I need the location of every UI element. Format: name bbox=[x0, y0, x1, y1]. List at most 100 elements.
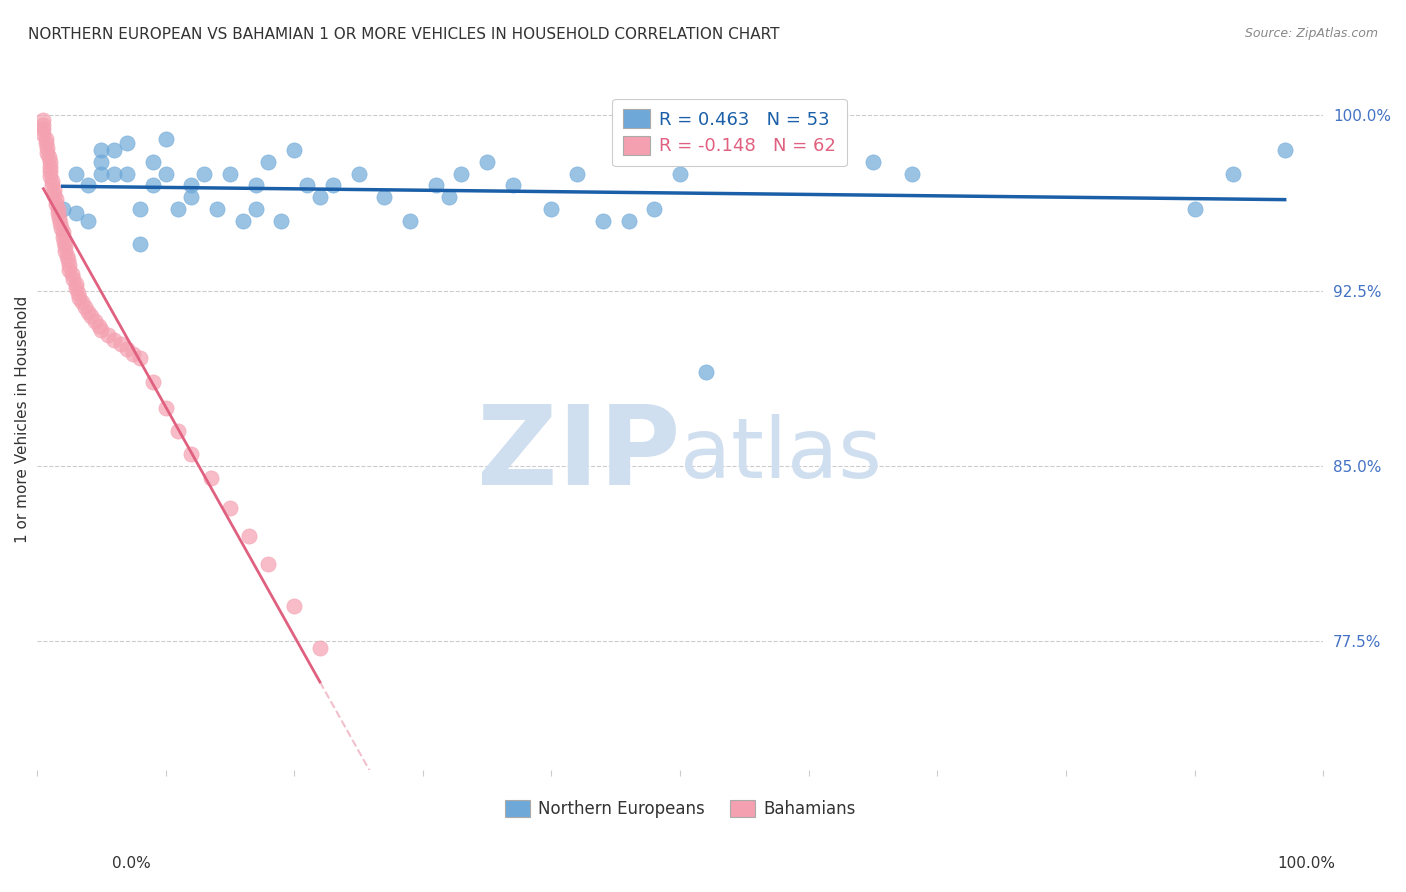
Point bbox=[309, 190, 332, 204]
Point bbox=[58, 258, 80, 272]
Point bbox=[32, 127, 55, 141]
Point bbox=[167, 424, 190, 438]
Point bbox=[322, 178, 344, 193]
Point bbox=[35, 131, 58, 145]
Point bbox=[52, 235, 75, 249]
Text: 0.0%: 0.0% bbox=[112, 856, 152, 871]
Point bbox=[52, 202, 75, 216]
Text: NORTHERN EUROPEAN VS BAHAMIAN 1 OR MORE VEHICLES IN HOUSEHOLD CORRELATION CHART: NORTHERN EUROPEAN VS BAHAMIAN 1 OR MORE … bbox=[28, 27, 779, 42]
Point bbox=[1274, 144, 1296, 158]
Point bbox=[38, 155, 60, 169]
Point bbox=[592, 213, 614, 227]
Point bbox=[115, 167, 138, 181]
Point bbox=[37, 145, 59, 160]
Point bbox=[142, 155, 165, 169]
Point bbox=[155, 401, 177, 415]
Point bbox=[46, 202, 69, 216]
Point bbox=[37, 141, 59, 155]
Point bbox=[55, 249, 77, 263]
Point bbox=[45, 193, 67, 207]
Point bbox=[32, 122, 55, 136]
Point bbox=[309, 641, 332, 656]
Point bbox=[67, 291, 90, 305]
Point bbox=[42, 187, 65, 202]
Point bbox=[695, 366, 717, 380]
Point bbox=[70, 295, 93, 310]
Point bbox=[142, 178, 165, 193]
Point bbox=[193, 167, 215, 181]
Point bbox=[295, 178, 318, 193]
Point bbox=[49, 216, 72, 230]
Point bbox=[540, 202, 562, 216]
Point bbox=[35, 136, 58, 151]
Point bbox=[437, 190, 460, 204]
Point bbox=[45, 197, 67, 211]
Point bbox=[475, 155, 498, 169]
Point bbox=[46, 206, 69, 220]
Point bbox=[155, 131, 177, 145]
Text: 100.0%: 100.0% bbox=[1278, 856, 1336, 871]
Point bbox=[425, 178, 447, 193]
Point bbox=[270, 213, 292, 227]
Point bbox=[32, 118, 55, 132]
Point bbox=[232, 213, 254, 227]
Point bbox=[65, 277, 87, 291]
Point bbox=[115, 136, 138, 151]
Point bbox=[219, 501, 242, 516]
Point bbox=[73, 300, 96, 314]
Point bbox=[41, 178, 63, 193]
Point bbox=[90, 167, 112, 181]
Point bbox=[87, 318, 110, 333]
Point bbox=[38, 169, 60, 183]
Point bbox=[180, 447, 202, 461]
Point bbox=[128, 202, 150, 216]
Point bbox=[257, 155, 280, 169]
Point bbox=[90, 144, 112, 158]
Point bbox=[38, 150, 60, 164]
Point bbox=[65, 206, 87, 220]
Point bbox=[65, 281, 87, 295]
Text: ZIP: ZIP bbox=[477, 401, 681, 508]
Point bbox=[103, 167, 125, 181]
Point bbox=[502, 178, 524, 193]
Text: Source: ZipAtlas.com: Source: ZipAtlas.com bbox=[1244, 27, 1378, 40]
Point bbox=[617, 213, 640, 227]
Point bbox=[1184, 202, 1206, 216]
Point bbox=[245, 202, 267, 216]
Point bbox=[97, 328, 120, 343]
Point bbox=[41, 174, 63, 188]
Point bbox=[52, 230, 75, 244]
Point bbox=[48, 211, 70, 226]
Point bbox=[58, 262, 80, 277]
Point bbox=[115, 342, 138, 356]
Point bbox=[103, 333, 125, 347]
Point bbox=[67, 285, 90, 300]
Point bbox=[245, 178, 267, 193]
Point bbox=[567, 167, 589, 181]
Point bbox=[128, 351, 150, 366]
Point bbox=[200, 471, 222, 485]
Point bbox=[669, 167, 692, 181]
Text: atlas: atlas bbox=[681, 414, 882, 495]
Legend: Northern Europeans, Bahamians: Northern Europeans, Bahamians bbox=[498, 793, 862, 825]
Point bbox=[283, 144, 305, 158]
Point bbox=[80, 310, 103, 324]
Point bbox=[450, 167, 472, 181]
Point bbox=[128, 236, 150, 251]
Point bbox=[167, 202, 190, 216]
Point bbox=[90, 155, 112, 169]
Point bbox=[77, 304, 100, 318]
Point bbox=[862, 155, 884, 169]
Point bbox=[52, 225, 75, 239]
Point bbox=[257, 558, 280, 572]
Point bbox=[180, 178, 202, 193]
Point bbox=[238, 529, 260, 543]
Point bbox=[32, 112, 55, 127]
Point bbox=[90, 323, 112, 337]
Point bbox=[38, 164, 60, 178]
Point bbox=[53, 244, 76, 258]
Point bbox=[219, 167, 242, 181]
Point bbox=[83, 314, 105, 328]
Point bbox=[65, 167, 87, 181]
Point bbox=[205, 202, 228, 216]
